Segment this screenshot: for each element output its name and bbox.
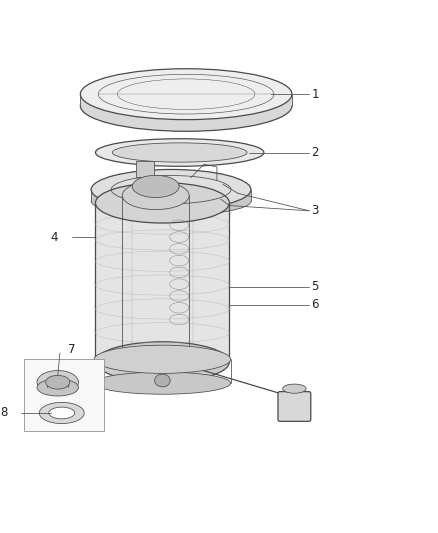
Ellipse shape xyxy=(39,402,84,424)
Ellipse shape xyxy=(122,181,189,209)
Text: 1: 1 xyxy=(311,87,319,101)
Text: 5: 5 xyxy=(311,280,319,293)
Polygon shape xyxy=(91,190,251,201)
Ellipse shape xyxy=(132,175,179,198)
Ellipse shape xyxy=(46,375,70,389)
Bar xyxy=(95,203,230,362)
Text: 6: 6 xyxy=(311,298,319,311)
Text: 2: 2 xyxy=(311,146,319,159)
Ellipse shape xyxy=(37,370,78,394)
Ellipse shape xyxy=(91,169,251,210)
Ellipse shape xyxy=(49,407,75,419)
Ellipse shape xyxy=(283,384,306,393)
Text: 7: 7 xyxy=(68,343,76,356)
Ellipse shape xyxy=(95,139,264,166)
Ellipse shape xyxy=(91,187,251,215)
Polygon shape xyxy=(136,161,154,177)
Bar xyxy=(24,359,104,431)
Text: 4: 4 xyxy=(50,231,58,244)
Ellipse shape xyxy=(155,374,170,387)
FancyBboxPatch shape xyxy=(278,392,311,421)
Ellipse shape xyxy=(95,342,230,382)
Ellipse shape xyxy=(95,183,230,223)
Ellipse shape xyxy=(94,345,231,374)
Text: 3: 3 xyxy=(311,204,319,217)
Polygon shape xyxy=(80,94,292,106)
Ellipse shape xyxy=(122,346,189,366)
Ellipse shape xyxy=(37,379,78,396)
Ellipse shape xyxy=(94,372,231,394)
Text: 8: 8 xyxy=(0,407,8,419)
Ellipse shape xyxy=(80,80,292,131)
Ellipse shape xyxy=(80,69,292,119)
Ellipse shape xyxy=(112,143,247,162)
